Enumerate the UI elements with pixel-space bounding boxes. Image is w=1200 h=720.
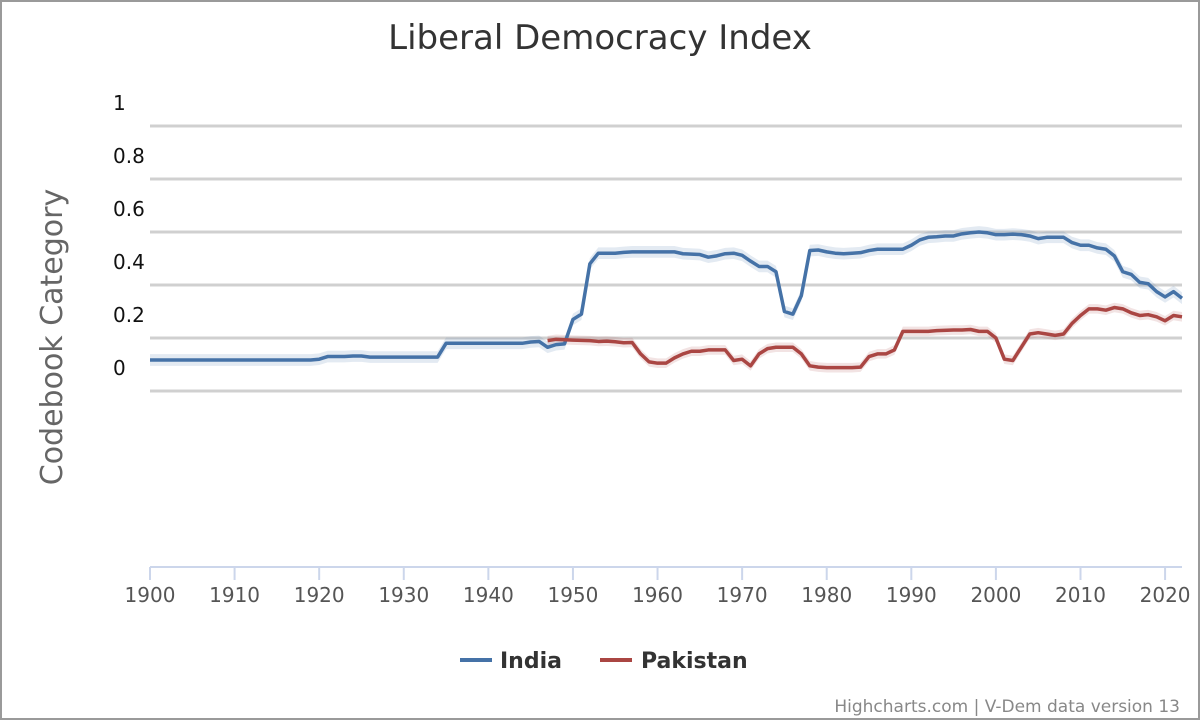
confidence-bands [150, 226, 1182, 373]
y-axis-label: Codebook Category [35, 189, 70, 486]
y-tick-label: 0.6 [113, 197, 145, 221]
y-tick-label: 0.2 [113, 303, 145, 327]
series-line-pakistan[interactable] [547, 305, 1183, 370]
x-tick-label: 1960 [632, 583, 683, 607]
legend-item-pakistan[interactable]: Pakistan [600, 649, 748, 674]
legend-india-label: India [500, 649, 562, 674]
x-tick-label: 1980 [801, 583, 852, 607]
x-tick-label: 1900 [125, 583, 176, 607]
x-tick-label: 1940 [463, 583, 514, 607]
x-tick-label: 2010 [1055, 583, 1106, 607]
y-tick-label: 0.8 [113, 144, 145, 168]
series-band-pakistan [547, 302, 1182, 373]
x-tick-label: 2020 [1140, 583, 1191, 607]
y-tick-label: 1 [113, 91, 126, 115]
x-tick-label: 1910 [209, 583, 260, 607]
grid-lines [150, 124, 1182, 393]
legend-item-india[interactable]: India [460, 649, 562, 674]
y-axis-ticks: 0 0.2 0.4 0.6 0.8 1 [113, 91, 145, 380]
x-tick-label: 1920 [294, 583, 345, 607]
credits-text[interactable]: Highcharts.com | V-Dem data version 13 [834, 697, 1180, 717]
legend-pakistan-label: Pakistan [641, 649, 748, 674]
legend: India Pakistan [460, 649, 748, 674]
series-lines [150, 230, 1184, 370]
x-tick-label: 1970 [717, 583, 768, 607]
x-tick-label: 2000 [970, 583, 1021, 607]
y-tick-label: 0.4 [113, 250, 145, 274]
series-line-india[interactable] [150, 230, 1184, 362]
x-tick-label: 1930 [378, 583, 429, 607]
x-axis: 1900 1910 1920 1930 1940 1950 1960 1970 1980 1990… [125, 566, 1191, 607]
series-band-india [150, 226, 1182, 366]
x-tick-label: 1990 [886, 583, 937, 607]
chart-title: Liberal Democracy Index [388, 18, 812, 58]
x-tick-label: 1950 [547, 583, 598, 607]
y-tick-label: 0 [113, 356, 126, 380]
